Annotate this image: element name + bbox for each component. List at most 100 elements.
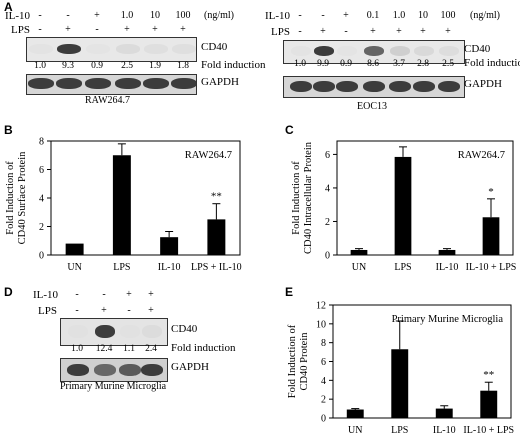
fold-value: 2.4 [145,344,157,354]
cd40-band [120,325,140,338]
il10-mark: + [126,289,132,300]
gapdh-band [438,81,460,92]
gapdh-band [94,364,116,376]
cd40-band [364,46,384,56]
fold-value: 0.9 [91,61,103,71]
x-category-label: IL-10 [158,262,181,273]
gapdh-band [413,81,435,92]
il10-mark: - [102,289,106,300]
y-axis-label: Fold Induction ofCD40 Intracellular Prot… [291,141,314,254]
il10-dose: 10 [150,10,160,21]
cd40-band-label: CD40 [201,41,228,53]
lps-mark: - [127,305,131,316]
y-tick-label: 4 [325,183,330,194]
gapdh-band [363,81,385,92]
gapdh-band [171,78,196,89]
x-category-label: IL-10 [436,262,459,273]
cell-line-label: RAW264.7 [85,95,131,106]
x-category-label: LPS [113,262,130,273]
y-tick-label: 0 [39,251,44,262]
il10-row-label: IL-10 [5,10,31,22]
cd40-band [95,325,115,338]
gapdh-band-label: GAPDH [201,76,239,88]
y-tick-label: 2 [321,395,326,406]
lps-mark: + [445,26,451,37]
lps-mark: - [344,26,348,37]
il10-dose: - [38,10,42,21]
panel-label-c: C [285,123,294,137]
lps-mark: + [180,24,186,35]
lps-mark: + [420,26,426,37]
cd40-band [57,44,81,54]
unit-label: (ng/ml) [470,10,500,21]
il10-dose: 0.1 [366,10,380,21]
bar [482,217,500,255]
y-tick-label: 2 [39,222,44,233]
fold-value: 3.7 [393,59,405,69]
lps-mark: + [124,24,130,35]
gapdh-band [67,364,89,376]
panel-label-e: E [285,285,294,299]
lps-mark: + [101,305,107,316]
x-category-label: UN [67,262,81,273]
unit-label: (ng/ml) [204,10,234,21]
fold-value: 2.5 [442,59,454,69]
fold-induction-label: Fold induction [464,57,520,69]
y-tick-label: 12 [316,301,326,312]
il10-mark: + [148,289,154,300]
il10-dose: - [298,10,302,21]
gapdh-band [290,81,312,92]
inset-label: Primary Murine Microglia [392,314,504,325]
lps-row-label: LPS [11,24,30,36]
bar [435,408,453,418]
cd40-band-label: CD40 [171,323,198,335]
lps-row-label: LPS [271,26,290,38]
x-category-label: UN [348,425,362,435]
fold-value: 2.8 [417,59,429,69]
y-tick-label: 6 [321,357,326,368]
lps-mark: - [95,24,99,35]
gapdh-band [119,364,141,376]
x-category-label: IL-10 + LPS [463,425,514,435]
bar [350,249,368,255]
bar [394,156,412,255]
bar [112,155,131,255]
lps-mark: - [38,24,42,35]
il10-dose: 1.0 [120,10,134,21]
fold-value: 1.1 [123,344,135,354]
y-tick-label: 6 [325,150,330,161]
cd40-band [29,44,53,54]
fold-induction-label: Fold induction [201,59,266,71]
cd40-band [144,44,168,54]
fold-value: 0.9 [340,59,352,69]
x-category-label: UN [352,262,366,273]
il10-dose: 1.0 [392,10,406,21]
cell-line-label: EOC13 [357,101,387,112]
lps-mark: + [396,26,402,37]
il10-dose: - [321,10,325,21]
il10-row-label: IL-10 [265,10,291,22]
fold-value: 9.9 [317,59,329,69]
lps-mark: + [152,24,158,35]
cd40-band [116,44,140,54]
bar [438,249,456,255]
panel-label-d: D [4,285,13,299]
fold-value: 8.6 [367,59,379,69]
fold-value: 2.5 [121,61,133,71]
il10-row-label: IL-10 [33,289,59,301]
y-tick-label: 8 [39,137,44,148]
panel-label-b: B [4,123,13,137]
x-category-label: LPS + IL-10 [191,262,242,273]
gapdh-band [389,81,411,92]
fold-value: 1.0 [294,59,306,69]
cd40-blot-strip [283,40,465,64]
gapdh-band [313,81,335,92]
fold-induction-label: Fold induction [171,342,236,354]
y-tick-label: 2 [325,217,330,228]
x-category-label: LPS [394,262,411,273]
y-axis-label: Fold Induction ofCD40 Surface Protein [5,151,28,244]
fold-value: 1.0 [71,344,83,354]
il10-dose: 10 [418,10,428,21]
cd40-band [172,44,196,54]
